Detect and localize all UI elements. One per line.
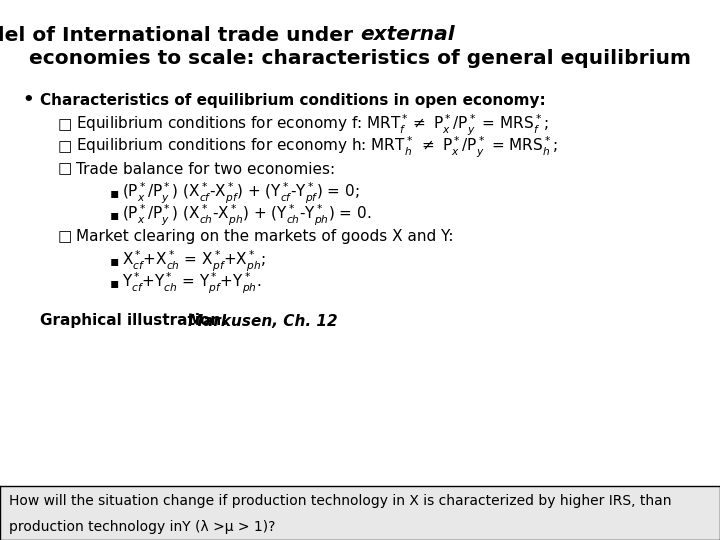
Text: ▪: ▪ <box>110 186 120 200</box>
Text: Markusen, Ch. 12: Markusen, Ch. 12 <box>188 314 338 328</box>
Text: Market clearing on the markets of goods X and Y:: Market clearing on the markets of goods … <box>76 230 454 245</box>
Text: Trade balance for two economies:: Trade balance for two economies: <box>76 161 335 177</box>
Text: How will the situation change if production technology in X is characterized by : How will the situation change if product… <box>9 494 671 508</box>
Text: (7.3.) The model of International trade under: (7.3.) The model of International trade … <box>0 25 360 44</box>
Text: (P$_x^*$/P$_y^*$) (X$_{ch}^*$-X$_{ph}^*$) + (Y$_{ch}^*$-Y$_{ph}^*$) = 0.: (P$_x^*$/P$_y^*$) (X$_{ch}^*$-X$_{ph}^*$… <box>122 202 372 227</box>
Text: •: • <box>22 91 34 109</box>
Text: Equilibrium conditions for economy h: MRT$_h^*$ $\neq$ P$_x^*$/P$_y^*$ = MRS$_h^: Equilibrium conditions for economy h: MR… <box>76 134 557 159</box>
Text: ▪: ▪ <box>110 254 120 268</box>
Text: □: □ <box>58 118 73 132</box>
Text: X$_{cf}^*$+X$_{ch}^*$ = X$_{pf}^*$+X$_{ph}^*$;: X$_{cf}^*$+X$_{ch}^*$ = X$_{pf}^*$+X$_{p… <box>122 248 266 274</box>
Text: □: □ <box>58 139 73 154</box>
Text: production technology inY (λ >μ > 1)?: production technology inY (λ >μ > 1)? <box>9 519 275 534</box>
Text: Characteristics of equilibrium conditions in open economy:: Characteristics of equilibrium condition… <box>40 92 546 107</box>
Text: external: external <box>360 25 454 44</box>
Text: ▪: ▪ <box>110 276 120 290</box>
Text: Y$_{cf}^*$+Y$_{ch}^*$ = Y$_{pf}^*$+Y$_{ph}^*$.: Y$_{cf}^*$+Y$_{ch}^*$ = Y$_{pf}^*$+Y$_{p… <box>122 271 261 295</box>
Text: ▪: ▪ <box>110 208 120 222</box>
Text: □: □ <box>58 161 73 177</box>
Text: Graphical illustration:: Graphical illustration: <box>40 314 233 328</box>
Text: Equilibrium conditions for economy f: MRT$_f^*$$\neq$ P$_x^*$/P$_y^*$ = MRS$_f^*: Equilibrium conditions for economy f: MR… <box>76 112 549 138</box>
Text: □: □ <box>58 230 73 245</box>
Text: (P$_x^*$/P$_y^*$) (X$_{cf}^*$-X$_{pf}^*$) + (Y$_{cf}^*$-Y$_{pf}^*$) = 0;: (P$_x^*$/P$_y^*$) (X$_{cf}^*$-X$_{pf}^*$… <box>122 180 359 206</box>
Text: economies to scale: characteristics of general equilibrium: economies to scale: characteristics of g… <box>29 49 691 68</box>
